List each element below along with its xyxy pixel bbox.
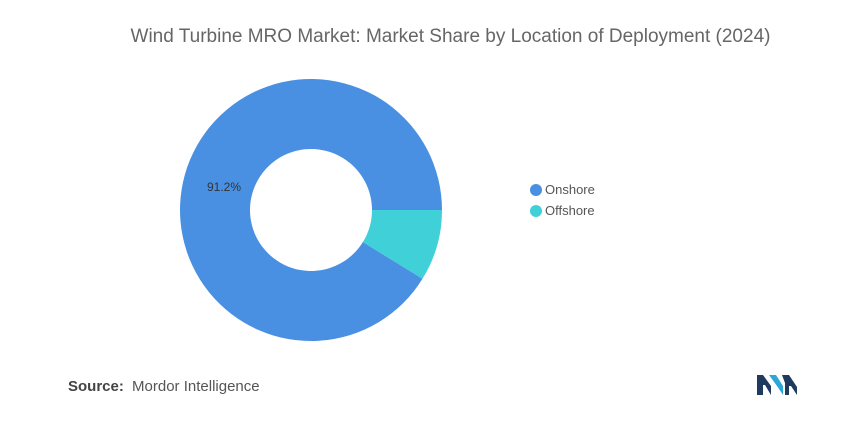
logo-shape-left — [757, 375, 771, 395]
logo-shape-mid — [769, 375, 783, 395]
legend-swatch-onshore — [530, 183, 542, 196]
chart-title: Wind Turbine MRO Market: Market Share by… — [130, 26, 771, 47]
source-value: Mordor Intelligence — [132, 378, 260, 395]
mordor-intelligence-logo — [757, 375, 797, 395]
source-note: Source: Mordor Intelligence — [68, 378, 260, 395]
data-label-onshore: 91.2% — [207, 180, 241, 194]
donut-slice-onshore[interactable] — [180, 79, 442, 342]
chart-legend: Onshore Offshore — [530, 179, 595, 221]
legend-label-onshore: Onshore — [545, 182, 595, 197]
source-label: Source: — [68, 378, 124, 395]
donut-slice-offshore[interactable] — [362, 210, 442, 279]
legend-item-onshore[interactable]: Onshore — [530, 179, 595, 200]
donut-data-labels: 91.2% — [207, 180, 241, 194]
logo-shape-right — [782, 375, 797, 395]
donut-slices — [180, 79, 442, 342]
legend-item-offshore[interactable]: Offshore — [530, 200, 595, 221]
legend-label-offshore: Offshore — [545, 203, 595, 218]
legend-swatch-offshore — [530, 204, 542, 217]
